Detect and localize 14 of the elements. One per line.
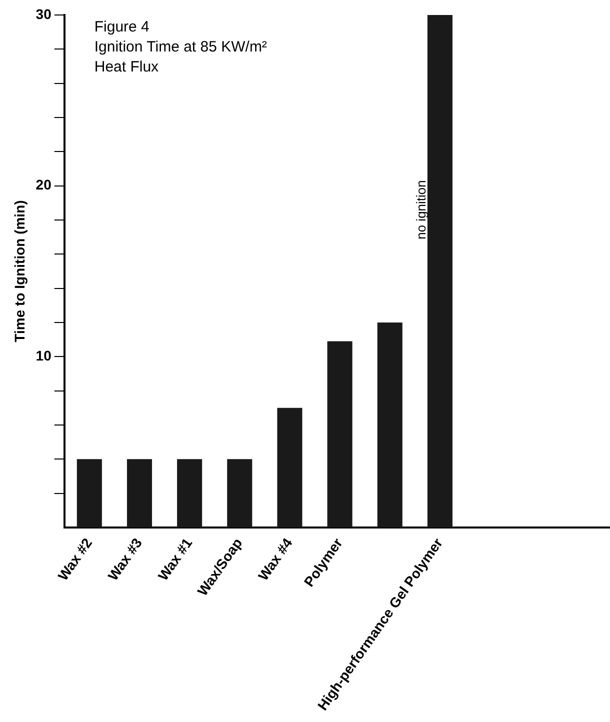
bar xyxy=(177,459,202,528)
y-tick-label: 30 xyxy=(36,6,52,22)
y-tick-label: 10 xyxy=(36,348,52,364)
bar xyxy=(327,341,352,528)
annotation: no ignition xyxy=(414,180,429,240)
bar xyxy=(76,459,102,528)
bar xyxy=(377,322,402,528)
text: Figure 4 Ignition Time at 85 KW/m² Heat Flux xyxy=(94,18,267,76)
y-tick-label: 20 xyxy=(36,176,52,193)
y-axis-title: Time to Ignition (min) xyxy=(11,200,28,342)
bar xyxy=(227,459,252,528)
bar xyxy=(126,459,152,528)
bar xyxy=(427,15,452,528)
bar xyxy=(277,408,302,528)
